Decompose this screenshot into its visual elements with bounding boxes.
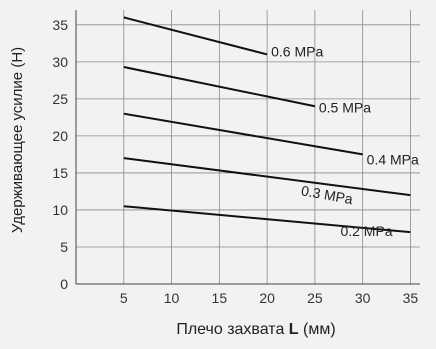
- x-axis-label: Плечо захвата L (мм): [176, 321, 335, 338]
- series-line: [123, 157, 411, 197]
- x-tick-label: 25: [307, 290, 323, 306]
- y-tick-label: 20: [52, 128, 68, 144]
- series-line: [123, 112, 363, 156]
- series-label: 0.5 MPa: [319, 99, 371, 115]
- series-line: [123, 66, 316, 108]
- x-axis-label-prefix: Плечо захвата: [176, 321, 288, 338]
- x-axis-label-symbol: L: [289, 321, 299, 338]
- y-tick-label: 35: [52, 17, 68, 33]
- x-tick-label: 30: [355, 290, 371, 306]
- grid: [75, 10, 420, 285]
- series-lines: [123, 16, 411, 234]
- x-tick-label: 35: [403, 290, 419, 306]
- y-axis-label: Удерживающее усилие (Н): [9, 47, 26, 233]
- x-tick-label: 5: [120, 290, 128, 306]
- y-tick-label: 15: [52, 165, 68, 181]
- series-line: [123, 205, 411, 234]
- series-label: 0.4 MPa: [367, 151, 419, 167]
- x-tick-label: 15: [212, 290, 228, 306]
- y-tick-label: 25: [52, 91, 68, 107]
- series-label: 0.2 MPa: [340, 223, 392, 239]
- series-label: 0.6 MPa: [271, 43, 323, 59]
- y-tick-label: 30: [52, 54, 68, 70]
- y-tick-label: 10: [52, 202, 68, 218]
- y-tick-label: 0: [60, 276, 68, 292]
- y-tick-label: 5: [60, 239, 68, 255]
- x-tick-label: 20: [259, 290, 275, 306]
- tick-labels: 0 5 10 15 20 25 30 35 5 10 15 20 25 30 35: [52, 17, 418, 306]
- series-line: [123, 16, 268, 56]
- x-axis-label-unit: (мм): [299, 321, 336, 338]
- x-tick-label: 10: [164, 290, 180, 306]
